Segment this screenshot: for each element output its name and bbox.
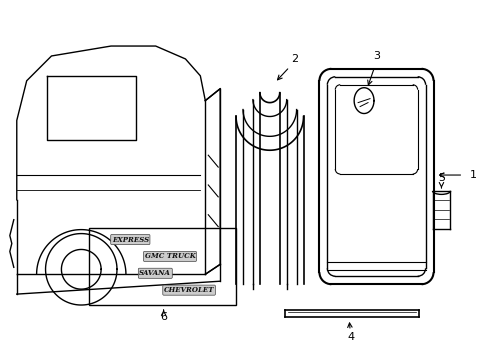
Text: CHEVROLET: CHEVROLET [163, 286, 214, 294]
Text: 6: 6 [160, 312, 167, 322]
Text: 3: 3 [373, 51, 380, 61]
Bar [89, 228, 236, 305]
Text: EXPRESS: EXPRESS [112, 235, 148, 243]
Text: GMC TRUCK: GMC TRUCK [144, 252, 195, 260]
Text: 4: 4 [347, 332, 354, 342]
Text: 2: 2 [290, 54, 298, 64]
Text: 5: 5 [437, 173, 444, 183]
Text: 1: 1 [469, 170, 476, 180]
Text: SAVANA: SAVANA [139, 269, 171, 277]
